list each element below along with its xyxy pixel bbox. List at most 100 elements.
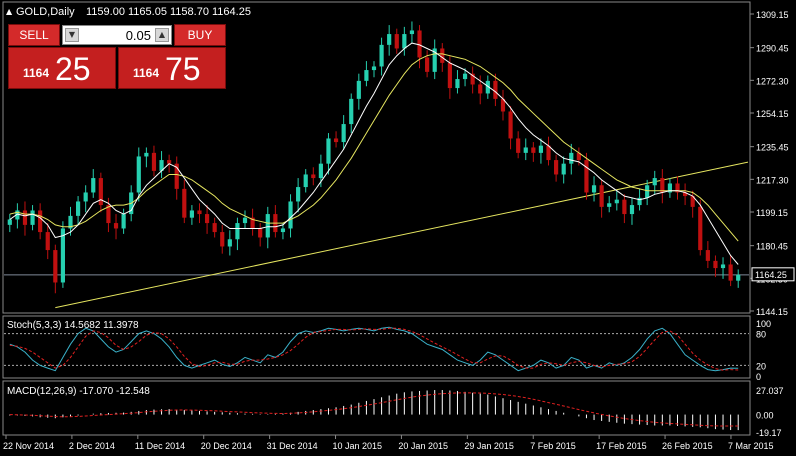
stoch-panel-frame [2, 315, 751, 379]
candle-body [728, 264, 733, 281]
candle-body [136, 156, 141, 193]
candle-body [151, 152, 157, 171]
date-axis-label: 20 Dec 2014 [201, 441, 252, 451]
macd-panel-frame [2, 380, 751, 436]
candle-body [227, 239, 232, 247]
candle-body [584, 160, 589, 193]
candle-body [341, 124, 346, 143]
candle-body [485, 80, 490, 94]
candle-body [189, 210, 194, 218]
candle-body [599, 185, 604, 207]
candle-body [379, 44, 384, 67]
candle-body [258, 228, 263, 238]
date-axis-label: 11 Dec 2014 [135, 441, 185, 451]
price-axis-label: 1180.45 [756, 242, 788, 252]
date-axis-label: 17 Feb 2015 [596, 441, 647, 451]
candle-body [622, 199, 627, 215]
candle-body [690, 196, 695, 207]
candle-body [364, 70, 369, 81]
candle-body [45, 232, 50, 251]
candle-body [265, 214, 270, 238]
buy-price-button[interactable]: 1164 75 [118, 47, 226, 89]
lot-size-field[interactable]: ▼ ▲ [62, 25, 172, 45]
date-axis-label: 26 Feb 2015 [662, 441, 713, 451]
candle-body [38, 210, 43, 233]
candle-body [455, 79, 460, 89]
buy-button[interactable]: BUY [174, 24, 226, 46]
chart-title-arrow: ▲ [6, 7, 13, 16]
ma-slow-line [9, 53, 739, 242]
current-price-label: 1164.25 [755, 270, 787, 280]
candle-body [508, 111, 513, 139]
candle-body [432, 48, 437, 72]
date-axis-label: 29 Jan 2015 [464, 441, 514, 451]
candle-body [629, 205, 635, 215]
stoch-signal-line [9, 327, 739, 371]
candle-body [538, 145, 544, 153]
candle-body [106, 205, 111, 224]
macd-title: MACD(12,26,9) -17.070 -12.548 [7, 386, 150, 397]
price-axis-label: 1272.30 [756, 76, 789, 86]
price-axis-label: 1144.15 [756, 307, 788, 317]
macd-axis-label: -19.17 [756, 428, 782, 438]
lot-decrease-icon[interactable]: ▼ [65, 28, 79, 42]
lot-increase-icon[interactable]: ▲ [155, 28, 169, 42]
candle-body [447, 62, 452, 89]
candle-body [470, 73, 475, 85]
candle-body [462, 73, 468, 80]
axis-labels: 1309.15 1290.45 1272.30 1254.15 1235.45 1217.… [3, 10, 795, 451]
sell-button[interactable]: SELL [8, 24, 60, 46]
buy-price-prefix: 1164 [133, 66, 160, 80]
candle-body [425, 57, 430, 72]
price-plot [4, 21, 749, 309]
sell-price-prefix: 1164 [23, 66, 50, 80]
candle-body [591, 185, 597, 193]
candle-body [68, 215, 73, 229]
candle-body [53, 250, 58, 283]
candle-body [645, 185, 650, 198]
candle-body [144, 152, 149, 157]
stoch-main-line [9, 326, 739, 372]
candle-body [720, 264, 726, 269]
candle-body [440, 48, 445, 63]
candle-body [212, 223, 217, 233]
candle-body [402, 34, 407, 49]
candle-body [736, 274, 741, 281]
candle-body [387, 34, 392, 45]
candle-body [349, 98, 354, 125]
candle-body [569, 152, 574, 164]
lot-size-input[interactable] [81, 26, 151, 44]
candle-body [303, 174, 308, 188]
candle-body [174, 163, 179, 189]
candle-body [318, 163, 323, 179]
candle-body [417, 30, 422, 58]
candle-body [607, 203, 612, 207]
date-axis-label: 20 Jan 2015 [398, 441, 448, 451]
candle-body [660, 178, 665, 193]
candle-body [159, 160, 164, 171]
price-axis-label: 1309.15 [756, 10, 789, 20]
candle-body [311, 174, 316, 179]
candle-body [675, 183, 680, 193]
candle-body [296, 187, 301, 202]
price-axis-label: 1235.45 [756, 143, 789, 153]
one-click-trading-panel: SELL ▼ ▲ BUY 1164 25 1164 75 [8, 24, 226, 89]
candle-body [637, 197, 642, 206]
stoch-title: Stoch(5,3,3) 14.5682 11.3978 [7, 320, 139, 331]
candle-body [280, 228, 286, 233]
candle-body [22, 210, 28, 225]
candle-body [220, 232, 225, 247]
macd-signal-line [9, 392, 739, 427]
candle-body [250, 217, 255, 229]
candle-body [7, 219, 12, 225]
date-axis-label: 10 Jan 2015 [333, 441, 383, 451]
sell-price-button[interactable]: 1164 25 [8, 47, 116, 89]
candle-body [371, 66, 377, 71]
candle-body [478, 84, 483, 94]
candle-body [667, 183, 673, 193]
candle-body [546, 145, 551, 161]
candle-body [197, 210, 202, 215]
candle-body [98, 178, 103, 206]
candle-body [561, 163, 566, 175]
